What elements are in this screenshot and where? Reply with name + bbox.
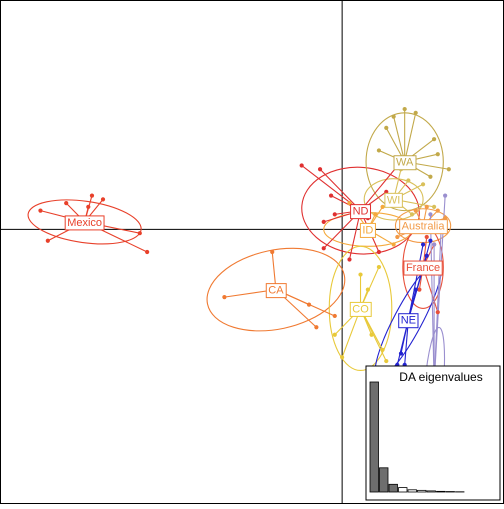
data-point: [414, 111, 418, 115]
data-point: [270, 250, 274, 254]
data-point: [443, 193, 447, 197]
data-point: [222, 295, 226, 299]
data-point: [340, 355, 344, 359]
data-point: [380, 205, 384, 209]
data-point: [333, 333, 337, 337]
group-label: Australia: [402, 221, 446, 233]
data-point: [428, 239, 432, 243]
data-point: [414, 209, 418, 213]
group-label: ND: [353, 206, 369, 218]
data-point: [377, 265, 381, 269]
data-point: [395, 235, 399, 239]
data-point: [333, 314, 337, 318]
data-point: [86, 205, 90, 209]
data-point: [373, 212, 377, 216]
data-point: [399, 351, 403, 355]
data-point: [406, 178, 410, 182]
data-point: [377, 250, 381, 254]
group-label: ID: [362, 224, 373, 236]
data-point: [46, 239, 50, 243]
data-point: [347, 257, 351, 261]
data-point: [436, 152, 440, 156]
group-label: CA: [268, 285, 284, 297]
group-label: France: [406, 262, 440, 274]
data-point: [318, 167, 322, 171]
group-label: WA: [396, 157, 414, 169]
data-point: [369, 333, 373, 337]
eigenvalue-bar: [418, 490, 427, 492]
data-point: [366, 288, 370, 292]
data-point: [101, 197, 105, 201]
data-point: [403, 107, 407, 111]
data-point: [414, 288, 418, 292]
data-point: [322, 246, 326, 250]
group-label: WI: [387, 194, 400, 206]
group-label: NE: [401, 315, 416, 327]
eigenvalues-inset: DA eigenvalues: [366, 366, 500, 500]
data-point: [425, 205, 429, 209]
data-point: [329, 193, 333, 197]
data-point: [300, 163, 304, 167]
data-point: [307, 303, 311, 307]
eigenvalue-bar: [437, 491, 446, 492]
data-point: [421, 242, 425, 246]
data-point: [432, 137, 436, 141]
data-point: [436, 310, 440, 314]
eigenvalue-bar: [408, 490, 417, 492]
inset-title: DA eigenvalues: [399, 370, 482, 384]
data-point: [384, 126, 388, 130]
data-point: [428, 175, 432, 179]
data-point: [392, 114, 396, 118]
data-point: [322, 220, 326, 224]
data-point: [145, 250, 149, 254]
data-point: [425, 235, 429, 239]
eigenvalue-bar: [389, 484, 398, 492]
eigenvalue-bar: [427, 491, 436, 492]
data-point: [314, 325, 318, 329]
data-point: [428, 212, 432, 216]
group-label: Mexico: [67, 217, 102, 229]
data-point: [425, 254, 429, 258]
data-point: [421, 182, 425, 186]
group-label: CO: [352, 303, 369, 315]
data-point: [138, 231, 142, 235]
data-point: [410, 212, 414, 216]
eigenvalue-bar: [380, 468, 389, 492]
data-point: [447, 167, 451, 171]
data-point: [436, 209, 440, 213]
eigenvalue-bar: [370, 382, 379, 492]
data-point: [64, 201, 68, 205]
data-point: [90, 193, 94, 197]
data-point: [358, 272, 362, 276]
data-point: [417, 288, 421, 292]
data-point: [377, 148, 381, 152]
data-point: [384, 359, 388, 363]
data-point: [333, 212, 337, 216]
data-point: [392, 242, 396, 246]
data-point: [432, 242, 436, 246]
data-point: [380, 348, 384, 352]
eigenvalue-bar: [399, 488, 408, 492]
data-point: [38, 209, 42, 213]
data-point: [432, 205, 436, 209]
